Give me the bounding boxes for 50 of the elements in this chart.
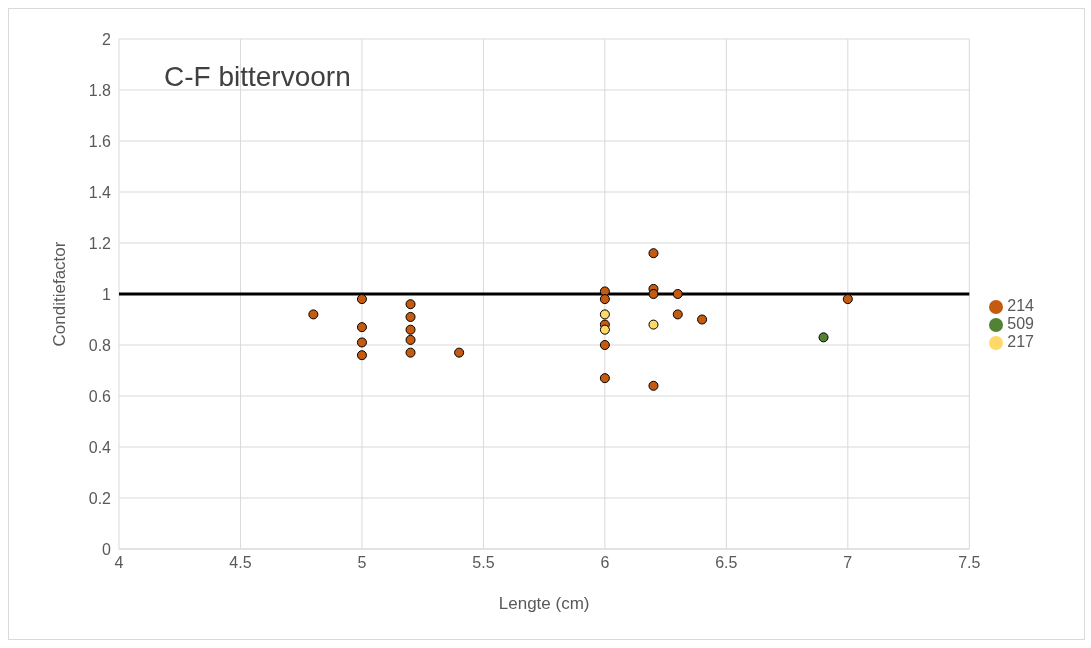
point (599, 324, 610, 335)
point (405, 334, 416, 345)
legend-label: 217 (1007, 333, 1034, 350)
point (356, 294, 367, 305)
point (697, 314, 708, 325)
y-tick-label: 0.2 (88, 489, 112, 507)
y-tick-label: 1.2 (88, 234, 112, 252)
point (672, 288, 683, 300)
point (648, 380, 659, 391)
y-tick-label: 0.6 (88, 387, 112, 405)
legend-label: 509 (1007, 315, 1034, 332)
y-tick-label: 1.8 (88, 81, 112, 99)
x-tick-label: 7 (843, 554, 853, 572)
point (842, 294, 853, 305)
point (405, 347, 416, 358)
x-tick-label: 6 (600, 554, 610, 572)
y-tick-label: 1.6 (88, 132, 112, 150)
point (405, 311, 416, 322)
point (599, 339, 610, 351)
point (672, 309, 683, 320)
x-tick-label: 4.5 (229, 554, 252, 572)
y-tick-label: 0.4 (88, 438, 112, 456)
point (308, 309, 319, 320)
point (599, 373, 610, 384)
y-tick-label: 1 (102, 285, 112, 303)
text: C-F bittervoorn (164, 61, 351, 93)
y-tick-label: 2 (102, 30, 112, 48)
y-tick-label: 0.8 (88, 336, 112, 354)
point (356, 322, 367, 333)
point (356, 337, 367, 348)
x-tick-label: 4 (114, 554, 124, 572)
point (405, 324, 416, 335)
point (818, 332, 829, 343)
legend-label: 214 (1007, 297, 1034, 314)
point (648, 319, 659, 330)
y-tick-label: 1.4 (88, 183, 112, 201)
point (454, 347, 465, 358)
point (648, 288, 659, 300)
x-tick-label: 5 (357, 554, 367, 572)
point (648, 248, 659, 259)
y-axis-title: Conditiefactor (50, 241, 70, 347)
x-tick-label: 6.5 (715, 554, 738, 572)
y-tick-label: 0 (102, 540, 112, 558)
point (599, 294, 610, 305)
x-axis-title: Lengte (cm) (498, 594, 590, 613)
x-tick-label: 5.5 (472, 554, 495, 572)
point (405, 299, 416, 310)
point (356, 350, 367, 361)
point (599, 309, 610, 320)
x-tick-label: 7.5 (958, 554, 981, 572)
